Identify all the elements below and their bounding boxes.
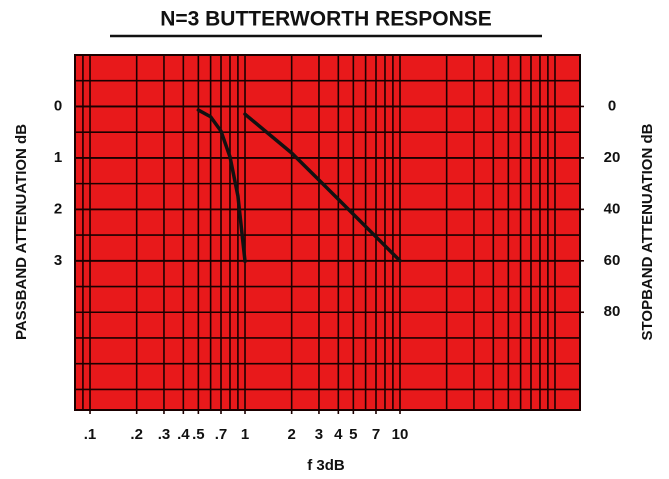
- line-series: [243, 112, 402, 263]
- y-tick-label: 1: [54, 149, 62, 166]
- x-tick-label: .3: [158, 426, 171, 443]
- y2-tick-label: 60: [604, 252, 621, 269]
- x-tick-label: .2: [130, 426, 143, 443]
- plot-area: [74, 54, 581, 411]
- y-tick-label: 0: [54, 97, 62, 114]
- x-tick-label: 1: [241, 426, 249, 443]
- x-tick-label: .7: [215, 426, 228, 443]
- x-tick-label: 5: [349, 426, 357, 443]
- y-axis-label: PASSBAND ATTENUATION dB: [13, 124, 30, 340]
- x-tick-label: .1: [84, 426, 97, 443]
- x-tick-label: 10: [392, 426, 409, 443]
- y-tick-label: 2: [54, 200, 62, 217]
- x-tick-label: 3: [315, 426, 323, 443]
- y2-axis-label: STOPBAND ATTENUATION dB: [639, 123, 656, 340]
- y2-tick-label: 80: [604, 303, 621, 320]
- chart-title: N=3 BUTTERWORTH RESPONSE: [160, 8, 492, 31]
- y-tick-label: 3: [54, 252, 62, 269]
- y2-tick-label: 40: [604, 200, 621, 217]
- x-tick-label: 7: [372, 426, 380, 443]
- x-tick-label: 4: [334, 426, 343, 443]
- x-tick-label: 2: [287, 426, 295, 443]
- y2-tick-label: 20: [604, 149, 621, 166]
- x-axis-label: f 3dB: [307, 457, 345, 474]
- x-tick-label: .4: [177, 426, 190, 443]
- x-tick-label: .5: [192, 426, 205, 443]
- line-series: [196, 108, 247, 264]
- y2-tick-label: 0: [608, 97, 616, 114]
